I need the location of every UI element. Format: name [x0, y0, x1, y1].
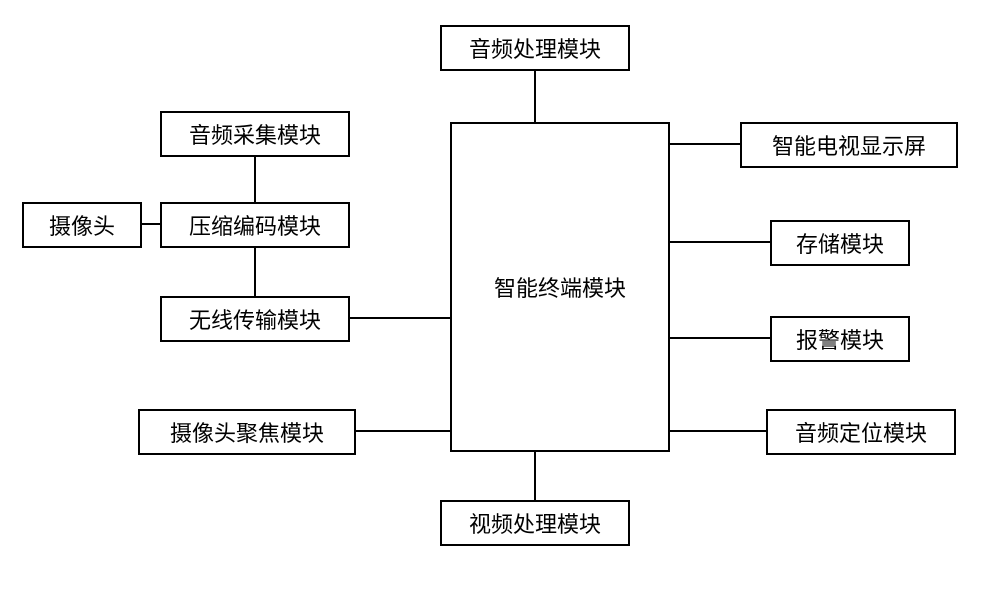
node-label: 摄像头聚焦模块	[170, 416, 324, 448]
edge-compress-wireless	[254, 248, 256, 296]
node-storage: 存储模块	[770, 220, 910, 266]
edge-central-smart-tv	[670, 143, 740, 145]
node-label: 智能电视显示屏	[772, 129, 926, 161]
node-wireless: 无线传输模块	[160, 296, 350, 342]
node-central: 智能终端模块	[450, 122, 670, 452]
node-label: 压缩编码模块	[189, 209, 321, 241]
edge-wireless-central	[350, 317, 450, 319]
edge-camera-focus-central	[356, 430, 450, 432]
node-label: 音频处理模块	[469, 32, 601, 64]
node-alarm: 报警模块	[770, 316, 910, 362]
node-video-proc: 视频处理模块	[440, 500, 630, 546]
node-label: 音频定位模块	[795, 416, 927, 448]
edge-camera-compress	[142, 223, 160, 225]
node-compress: 压缩编码模块	[160, 202, 350, 248]
node-label: 视频处理模块	[469, 507, 601, 539]
node-label: 无线传输模块	[189, 303, 321, 335]
node-label: 音频采集模块	[189, 118, 321, 150]
edge-central-audio-locate	[670, 430, 766, 432]
node-camera-focus: 摄像头聚焦模块	[138, 409, 356, 455]
edge-video-proc-central	[534, 452, 536, 500]
node-label: 存储模块	[796, 227, 884, 259]
node-smart-tv: 智能电视显示屏	[740, 122, 958, 168]
edge-audio-capture-compress	[254, 157, 256, 202]
block-diagram: 智能终端模块 音频处理模块 音频采集模块 摄像头 压缩编码模块 无线传输模块 摄…	[0, 0, 1000, 600]
node-label: 智能终端模块	[494, 271, 626, 303]
node-label: 摄像头	[49, 209, 115, 241]
node-audio-locate: 音频定位模块	[766, 409, 956, 455]
node-label: 报警模块	[796, 323, 884, 355]
node-audio-proc: 音频处理模块	[440, 25, 630, 71]
node-audio-capture: 音频采集模块	[160, 111, 350, 157]
edge-audio-proc-central	[534, 71, 536, 122]
node-camera: 摄像头	[22, 202, 142, 248]
edge-central-alarm	[670, 337, 770, 339]
edge-central-storage	[670, 241, 770, 243]
